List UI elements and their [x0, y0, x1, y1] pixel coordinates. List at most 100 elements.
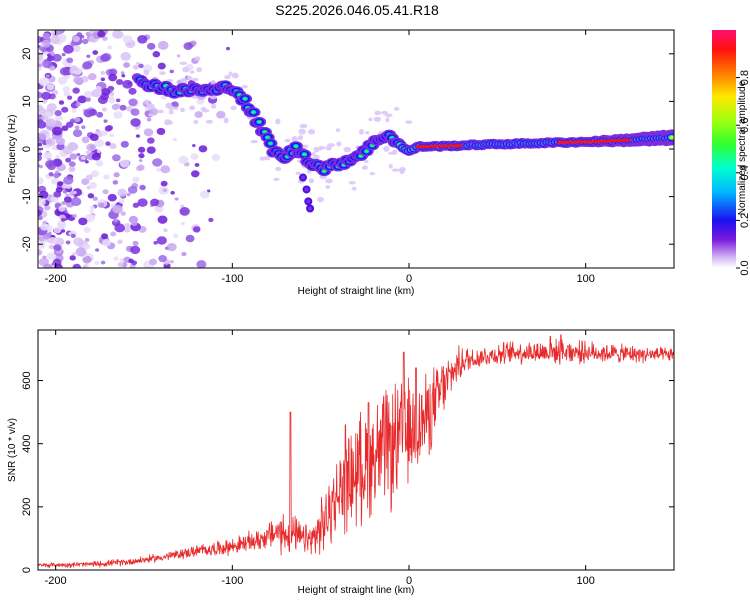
- spectrogram-noise-blob: [90, 170, 100, 178]
- spectrogram-noise-blob: [208, 217, 214, 223]
- spectrogram-noise-blob: [373, 116, 382, 122]
- spectrogram-noise-blob: [63, 44, 74, 54]
- spectrogram-noise-blob: [84, 213, 96, 223]
- snr-y-tick-label: 600: [21, 371, 33, 389]
- spectrogram-ridge-blob: [266, 136, 270, 139]
- spectrogram-noise-blob: [325, 178, 333, 184]
- spectrogram-noise-blob: [65, 157, 72, 163]
- spectrogram-noise-blob: [190, 153, 199, 160]
- spectrogram-noise-blob: [263, 155, 271, 161]
- spectrogram-noise-blob: [148, 113, 154, 117]
- spectrogram-noise-blob: [132, 176, 140, 183]
- spectrogram-noise-blob: [163, 228, 168, 232]
- spectrogram-noise-blob: [114, 223, 126, 233]
- spectrogram-noise-blob: [110, 231, 117, 237]
- spectrogram-noise-blob: [103, 174, 110, 180]
- spectrogram-noise-blob: [83, 109, 94, 118]
- spectrogram-x-axis: -200 -100 0 100: [45, 30, 595, 285]
- spectrogram-noise-blob: [43, 151, 53, 160]
- spectrogram-noise-blob: [231, 72, 239, 79]
- spectrogram-noise-blob: [169, 69, 174, 74]
- spectrogram-noise-blob: [275, 166, 282, 171]
- spectrogram-ridge-blob: [263, 130, 267, 134]
- spectrogram-noise-blob: [108, 68, 118, 76]
- spectrogram-ridge-blob: [370, 144, 374, 147]
- spectrogram-ridge-blob: [306, 199, 311, 204]
- spectrogram-noise-blob: [146, 103, 155, 109]
- spectrogram-noise-blob: [152, 51, 161, 58]
- spectrogram-noise-blob: [384, 113, 393, 118]
- spectrogram-noise-blob: [94, 260, 100, 265]
- spectrogram-noise-blob: [55, 114, 63, 121]
- spectrogram-noise-blob: [52, 53, 62, 62]
- spectrogram-noise-blob: [156, 168, 161, 172]
- spectrogram-noise-blob: [82, 255, 92, 264]
- spectrogram-noise-blob: [108, 73, 118, 82]
- spectrogram-noise-blob: [123, 226, 131, 233]
- spectrogram-noise-blob: [298, 128, 306, 135]
- spectrogram-noise-blob: [196, 260, 207, 268]
- spectrogram-noise-blob: [311, 152, 316, 156]
- spectrogram-noise-blob: [196, 67, 203, 73]
- spectrogram-noise-blob: [120, 140, 129, 148]
- spectrogram-noise-blob: [130, 245, 141, 255]
- spectrogram-noise-blob: [159, 71, 166, 76]
- spectrogram-noise-blob: [308, 178, 315, 184]
- spectrogram-noise-blob: [335, 128, 341, 133]
- spectrogram-noise-blob: [194, 162, 200, 167]
- spectrogram-noise-blob: [42, 99, 48, 104]
- spectrogram-noise-blob: [301, 144, 309, 149]
- spectrogram-noise-blob: [100, 53, 110, 62]
- spectrogram-y-label: Frequency (Hz): [7, 115, 18, 184]
- spectrogram-noise-blob: [117, 262, 124, 268]
- spectrogram-noise-blob: [82, 264, 88, 268]
- spectrogram-noise-blob: [121, 74, 126, 78]
- snr-x-tick-label: -200: [45, 575, 67, 587]
- spectrogram-noise-blob: [365, 131, 370, 135]
- spectrogram-noise-blob: [351, 186, 357, 191]
- spectrogram-noise-blob: [124, 222, 131, 228]
- spectrogram-noise-blob: [113, 172, 120, 178]
- spectrogram-noise-blob: [139, 184, 146, 191]
- spectrogram-noise-blob: [102, 239, 111, 247]
- snr-series-line: [38, 334, 674, 569]
- spectrogram-noise-blob: [38, 190, 49, 199]
- spectrogram-ridge-blob: [294, 144, 298, 148]
- spectrogram-noise-blob: [176, 54, 181, 58]
- spectrogram-x-tick-label: -100: [221, 273, 243, 285]
- spectrogram-noise-blob: [363, 159, 369, 164]
- spectrogram-noise-blob: [105, 141, 111, 146]
- spectrogram-noise-blob: [61, 52, 66, 57]
- spectrogram-noise-blob: [53, 244, 62, 252]
- spectrogram-noise-blob: [225, 46, 231, 51]
- spectrogram-noise-blob: [85, 160, 89, 164]
- spectrogram-noise-blob: [38, 162, 41, 166]
- spectrogram-noise-blob: [157, 40, 169, 50]
- spectrogram-noise-blob: [291, 136, 298, 142]
- spectrogram-noise-blob: [325, 185, 331, 189]
- spectrogram-noise-blob: [160, 165, 171, 174]
- spectrogram-noise-blob: [107, 45, 113, 50]
- spectrogram-noise-blob: [113, 218, 118, 223]
- spectrogram-noise-blob: [388, 163, 393, 169]
- spectrogram-x-tick-label: -200: [45, 273, 67, 285]
- spectrogram-noise-blob: [168, 105, 175, 111]
- spectrogram-noise-blob: [65, 240, 71, 245]
- spectrogram-noise-blob: [158, 255, 167, 263]
- spectrogram-noise-blob: [69, 153, 78, 160]
- spectrogram-noise-blob: [180, 107, 185, 113]
- spectrogram-noise-blob: [205, 119, 214, 124]
- spectrogram-noise-blob: [49, 51, 55, 56]
- spectrogram-noise-blob: [38, 209, 43, 217]
- spectrogram-noise-blob: [96, 149, 101, 153]
- spectrogram-noise-blob: [112, 180, 119, 185]
- spectrogram-noise-blob: [122, 35, 133, 44]
- spectrogram-noise-blob: [83, 90, 93, 98]
- spectrogram-noise-blob: [199, 190, 210, 199]
- spectrogram-noise-blob: [74, 125, 80, 130]
- spectrogram-noise-blob: [132, 64, 139, 70]
- spectrogram-noise-blob: [55, 137, 66, 146]
- spectrogram-noise-blob: [96, 111, 104, 118]
- spectrogram-noise-blob: [147, 137, 155, 144]
